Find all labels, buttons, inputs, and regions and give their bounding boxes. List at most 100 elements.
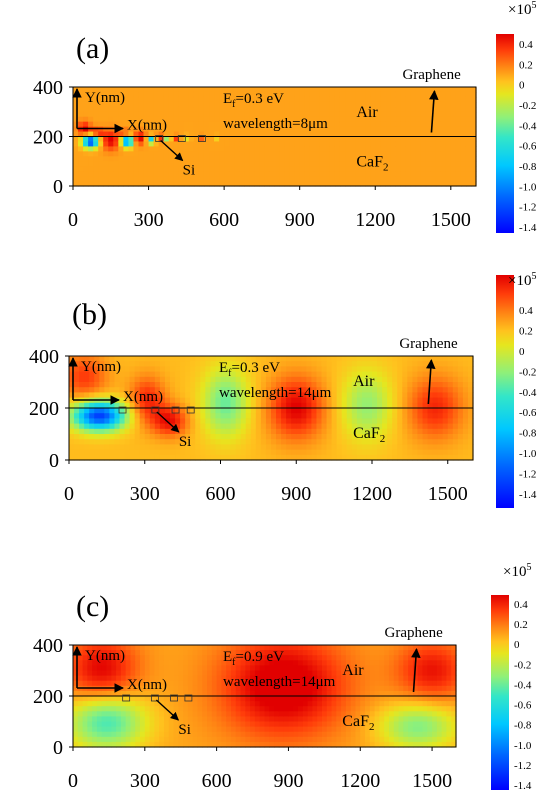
heatmap-cell (259, 91, 266, 98)
fermi-annotation: Ef=0.3 eV (219, 360, 280, 379)
heatmap-cell (83, 126, 89, 133)
heatmap-cell (154, 665, 160, 672)
heatmap-cell (158, 146, 165, 152)
heatmap-cell (200, 376, 206, 383)
heatmap-cell (432, 366, 439, 373)
heatmap-cell (226, 711, 232, 717)
heatmap-cell (427, 444, 434, 451)
heatmap-cell (240, 690, 246, 697)
y-tick-label: 200 (33, 686, 63, 708)
heatmap-cell (125, 690, 132, 697)
heatmap-cell (265, 449, 272, 456)
heatmap-cell (365, 655, 371, 661)
heatmap-cell (269, 87, 276, 93)
heatmap-cell (250, 731, 256, 738)
heatmap-cell (430, 176, 437, 182)
heatmap-cell (440, 121, 447, 128)
heatmap-cell (94, 434, 100, 440)
heatmap-cell (324, 116, 331, 123)
heatmap-cell (120, 660, 127, 666)
heatmap-cell (400, 106, 407, 113)
heatmap-cell (452, 371, 459, 378)
heatmap-cell (355, 680, 361, 687)
heatmap-cell (211, 721, 218, 728)
heatmap-cell (214, 101, 220, 108)
heatmap-cell (185, 423, 191, 430)
heatmap-cell (355, 111, 361, 118)
heatmap-cell (187, 660, 194, 666)
heatmap-cell (149, 655, 155, 661)
heatmap-cell (235, 382, 242, 388)
heatmap-cell (445, 146, 452, 152)
heatmap-cell (144, 726, 151, 733)
heatmap-cell (77, 665, 84, 672)
heatmap-cell (298, 711, 304, 717)
heatmap-cell (94, 382, 100, 388)
heatmap-cell (355, 696, 361, 702)
heatmap-cell (395, 151, 402, 157)
heatmap-cell (259, 655, 266, 661)
heatmap-cell (205, 402, 211, 409)
heatmap-cell (264, 660, 270, 666)
heatmap-cell (185, 366, 191, 373)
heatmap-cell (455, 126, 462, 133)
heatmap-cell (369, 680, 376, 687)
heatmap-cell (130, 706, 136, 712)
heatmap-cell (432, 382, 439, 388)
heatmap-cell (190, 449, 196, 456)
heatmap-cell (437, 439, 444, 445)
heatmap-cell (98, 131, 104, 138)
heatmap-cell (99, 382, 105, 388)
graphene-arrow-icon (425, 359, 436, 405)
heatmap-cell (432, 675, 438, 682)
heatmap-cell (87, 731, 93, 738)
heatmap-cell (304, 171, 311, 177)
heatmap-cell (298, 701, 304, 707)
heatmap-cell (74, 413, 80, 419)
heatmap-cell (216, 665, 223, 672)
heatmap-cell (103, 146, 109, 152)
heatmap-cell (265, 376, 272, 383)
heatmap-cell (82, 736, 88, 743)
heatmap-cell (149, 650, 155, 656)
heatmap-cell (361, 382, 368, 388)
heatmap-cell (311, 361, 318, 367)
heatmap-cell (240, 408, 247, 414)
heatmap-cell (168, 736, 175, 743)
heatmap-cell (281, 428, 287, 435)
heatmap-cell (230, 670, 237, 677)
heatmap-cell (334, 91, 341, 98)
heatmap-cell (148, 136, 155, 143)
heatmap-cell (224, 156, 230, 162)
heatmap-cell (264, 721, 270, 728)
heatmap-cell (296, 454, 302, 461)
heatmap-cell (73, 96, 79, 103)
heatmap-cell (211, 655, 218, 661)
heatmap-cell (465, 126, 472, 133)
heatmap-cell (173, 176, 180, 182)
heatmap-cell (264, 670, 270, 677)
heatmap-cell (355, 176, 361, 182)
heatmap-cell (436, 650, 443, 656)
heatmap-cell (307, 716, 313, 723)
heatmap-cell (398, 706, 404, 712)
heatmap-cell (350, 680, 357, 687)
heatmap-cell (446, 716, 452, 723)
heatmap-cell (286, 356, 292, 362)
heatmap-cell (188, 181, 195, 187)
heatmap-cell (437, 444, 444, 451)
heatmap-cell (178, 706, 184, 712)
heatmap-cell (163, 126, 170, 133)
heatmap-cell (301, 413, 307, 419)
heatmap-cell (301, 366, 307, 373)
heatmap-cell (111, 696, 117, 702)
heatmap-cell (370, 156, 376, 162)
heatmap-cell (123, 151, 130, 157)
heatmap-cell (226, 716, 232, 723)
heatmap-cell (420, 156, 427, 162)
heatmap-cell (294, 96, 301, 103)
heatmap-cell (339, 141, 346, 147)
heatmap-cell (138, 91, 145, 98)
heatmap-cell (101, 711, 108, 717)
heatmap-cell (235, 356, 242, 362)
